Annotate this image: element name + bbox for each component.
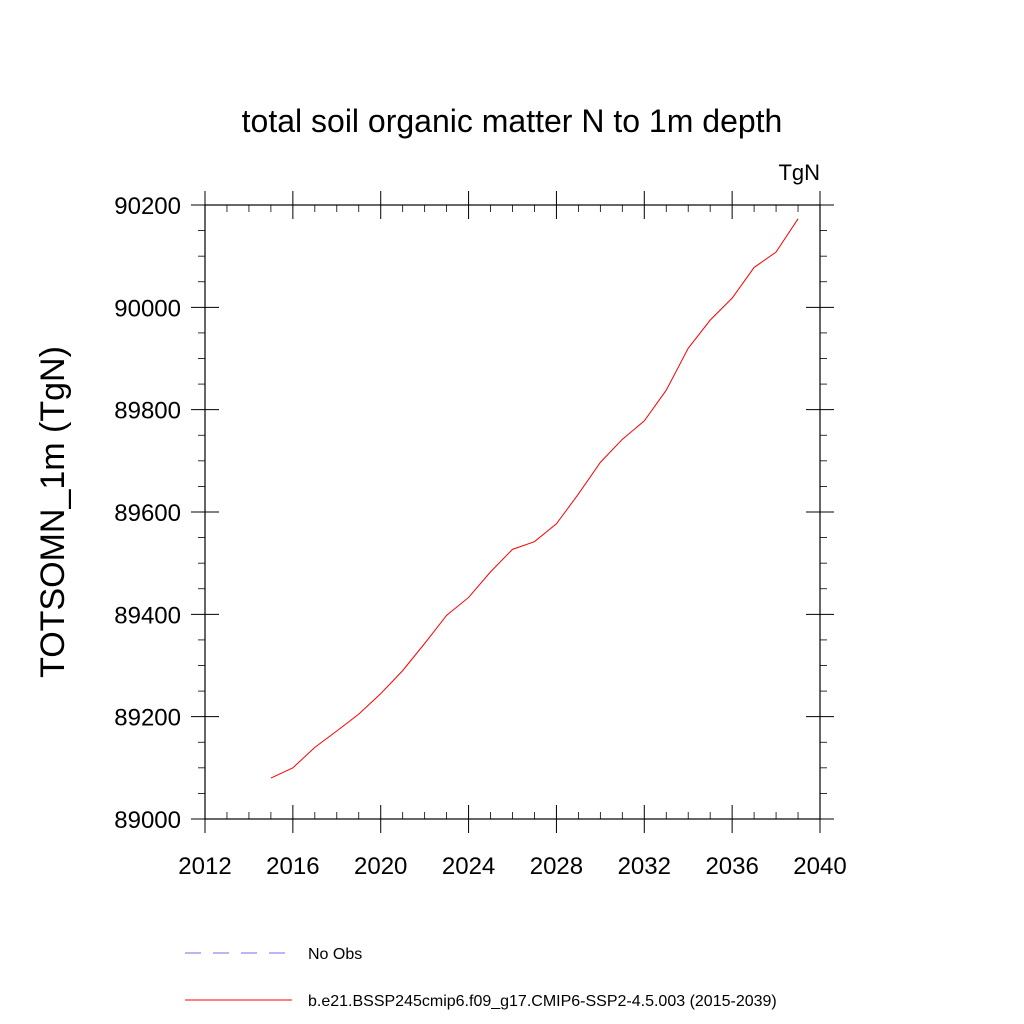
axis-ticks (191, 191, 834, 833)
x-tick-label: 2020 (354, 853, 407, 880)
y-tick-label: 90200 (114, 193, 181, 220)
units-label: TgN (778, 160, 820, 185)
y-tick-label: 89600 (114, 500, 181, 527)
x-tick-label: 2032 (618, 853, 671, 880)
series-line-0 (270, 218, 799, 779)
x-tick-label: 2036 (705, 853, 758, 880)
x-tick-label: 2040 (793, 853, 846, 880)
chart-title: total soil organic matter N to 1m depth (242, 103, 783, 139)
x-tick-label: 2016 (266, 853, 319, 880)
plot-frame (204, 204, 821, 820)
y-tick-label: 90000 (114, 295, 181, 322)
y-tick-label: 89200 (114, 705, 181, 732)
y-tick-label: 89800 (114, 398, 181, 425)
x-tick-label: 2012 (178, 853, 231, 880)
legend: No Obs b.e21.BSSP245cmip6.f09_g17.CMIP6-S… (185, 946, 777, 1010)
legend-label-0: No Obs (308, 946, 362, 963)
x-tick-label: 2028 (530, 853, 583, 880)
x-tick-labels: 2012 2016 2020 2024 2028 2032 2036 2040 (178, 853, 846, 880)
x-tick-label: 2024 (442, 853, 495, 880)
y-axis-label: TOTSOMN_1m (TgN) (34, 346, 72, 678)
y-tick-label: 89400 (114, 602, 181, 629)
legend-label-1: b.e21.BSSP245cmip6.f09_g17.CMIP6-SSP2-4.… (308, 993, 777, 1010)
y-tick-labels: 89000 89200 89400 89600 89800 90000 90200 (114, 193, 181, 834)
series-lines (270, 218, 799, 779)
y-tick-label: 89000 (114, 807, 181, 834)
